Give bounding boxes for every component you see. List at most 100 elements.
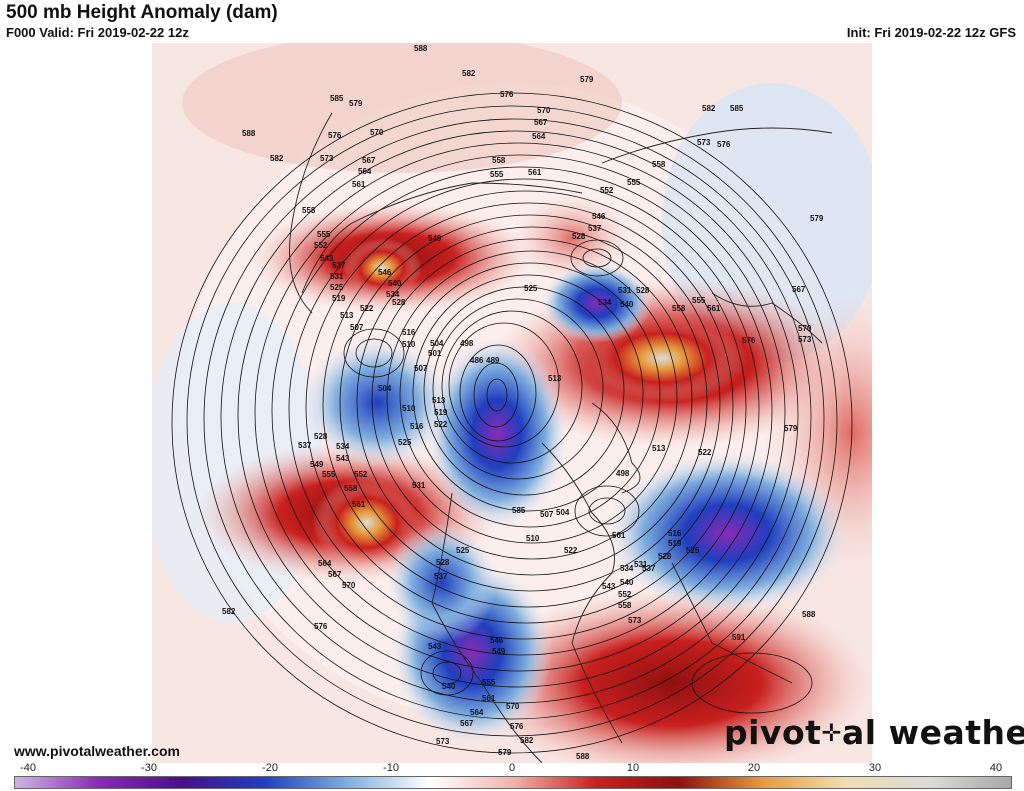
svg-text:519: 519: [332, 294, 346, 303]
svg-text:516: 516: [668, 529, 682, 538]
svg-text:537: 537: [332, 261, 346, 270]
svg-text:573: 573: [320, 154, 334, 163]
svg-text:525: 525: [686, 546, 700, 555]
svg-text:573: 573: [798, 335, 812, 344]
svg-text:504: 504: [378, 384, 392, 393]
svg-text:567: 567: [460, 719, 474, 728]
svg-text:570: 570: [370, 128, 384, 137]
svg-text:576: 576: [717, 140, 731, 149]
svg-text:510: 510: [526, 534, 540, 543]
svg-text:522: 522: [564, 546, 578, 555]
svg-text:567: 567: [534, 118, 548, 127]
svg-text:564: 564: [358, 167, 372, 176]
svg-text:555: 555: [317, 230, 331, 239]
svg-text:579: 579: [580, 75, 594, 84]
coastlines: [289, 112, 833, 763]
map-title: 500 mb Height Anomaly (dam): [6, 2, 278, 23]
height-contours: [171, 92, 853, 754]
svg-text:513: 513: [548, 374, 562, 383]
svg-text:549: 549: [428, 234, 442, 243]
svg-text:570: 570: [342, 581, 356, 590]
svg-text:534: 534: [620, 564, 634, 573]
svg-text:537: 537: [588, 224, 602, 233]
svg-text:528: 528: [314, 432, 328, 441]
svg-text:507: 507: [414, 364, 428, 373]
colorbar-tick-label: -20: [262, 762, 278, 774]
svg-text:582: 582: [702, 104, 716, 113]
svg-text:579: 579: [498, 748, 512, 757]
brand-cross-icon: ✛: [821, 719, 843, 747]
colorbar-tick-label: -30: [141, 762, 157, 774]
svg-text:546: 546: [378, 268, 392, 277]
svg-text:534: 534: [386, 290, 400, 299]
svg-text:579: 579: [349, 99, 363, 108]
svg-text:573: 573: [628, 616, 642, 625]
negative-anomaly-chukotka: [542, 263, 652, 343]
svg-text:513: 513: [432, 396, 446, 405]
svg-text:546: 546: [592, 212, 606, 221]
brand-left: pivot: [724, 713, 822, 752]
svg-text:564: 564: [470, 708, 484, 717]
svg-text:564: 564: [532, 132, 546, 141]
svg-text:525: 525: [398, 438, 412, 447]
svg-text:543: 543: [336, 454, 350, 463]
colorbar-tick-label: 40: [989, 762, 1003, 774]
svg-text:507: 507: [540, 510, 554, 519]
svg-text:573: 573: [436, 737, 450, 746]
svg-text:558: 558: [672, 304, 686, 313]
map-canvas: 588 582 576 570 567 564 558 555 561 552 …: [152, 43, 872, 763]
negative-anomaly-siberia: [302, 338, 452, 468]
pivotal-weather-logo: pivot✛al weather: [724, 713, 1024, 752]
svg-text:555: 555: [490, 170, 504, 179]
svg-text:486: 486: [470, 356, 484, 365]
brand-right: al weather: [842, 713, 1024, 752]
svg-text:540: 540: [620, 300, 634, 309]
svg-text:501: 501: [428, 349, 442, 358]
svg-text:543: 543: [602, 582, 616, 591]
svg-text:570: 570: [537, 106, 551, 115]
svg-text:567: 567: [792, 285, 806, 294]
svg-text:576: 576: [500, 90, 514, 99]
svg-text:525: 525: [456, 546, 470, 555]
colorbar-tick-label: -40: [20, 762, 36, 774]
svg-text:528: 528: [436, 558, 450, 567]
colorbar-tick-label: 30: [868, 762, 882, 774]
svg-text:558: 558: [618, 601, 632, 610]
svg-text:540: 540: [388, 279, 402, 288]
svg-text:504: 504: [556, 508, 570, 517]
svg-text:570: 570: [506, 702, 520, 711]
height-anomaly-map: 588 582 576 570 567 564 558 555 561 552 …: [152, 43, 872, 763]
svg-text:582: 582: [520, 736, 534, 745]
svg-text:522: 522: [698, 448, 712, 457]
svg-text:573: 573: [697, 138, 711, 147]
svg-text:582: 582: [222, 607, 236, 616]
colorbar-tick-label: 10: [626, 762, 640, 774]
svg-text:516: 516: [410, 422, 424, 431]
svg-text:537: 537: [298, 441, 312, 450]
svg-text:498: 498: [616, 469, 630, 478]
svg-text:513: 513: [652, 444, 666, 453]
anomaly-colorbar: [14, 776, 1012, 789]
svg-text:507: 507: [350, 323, 364, 332]
svg-text:525: 525: [524, 284, 538, 293]
svg-text:585: 585: [512, 506, 526, 515]
svg-text:579: 579: [810, 214, 824, 223]
svg-text:570: 570: [798, 324, 812, 333]
svg-text:576: 576: [510, 722, 524, 731]
colorbar-tick-label: -10: [383, 762, 399, 774]
svg-text:528: 528: [636, 286, 650, 295]
svg-text:567: 567: [362, 156, 376, 165]
svg-text:591: 591: [732, 633, 746, 642]
positive-anomaly-southeast-us: [472, 588, 872, 763]
svg-text:564: 564: [318, 559, 332, 568]
svg-text:555: 555: [692, 296, 706, 305]
svg-text:585: 585: [730, 104, 744, 113]
svg-text:525: 525: [330, 283, 344, 292]
svg-text:561: 561: [482, 694, 496, 703]
colorbar-tick-label: 0: [508, 762, 516, 774]
svg-text:528: 528: [658, 552, 672, 561]
svg-text:555: 555: [322, 470, 336, 479]
svg-text:558: 558: [492, 156, 506, 165]
svg-text:501: 501: [612, 531, 626, 540]
svg-text:531: 531: [412, 481, 426, 490]
